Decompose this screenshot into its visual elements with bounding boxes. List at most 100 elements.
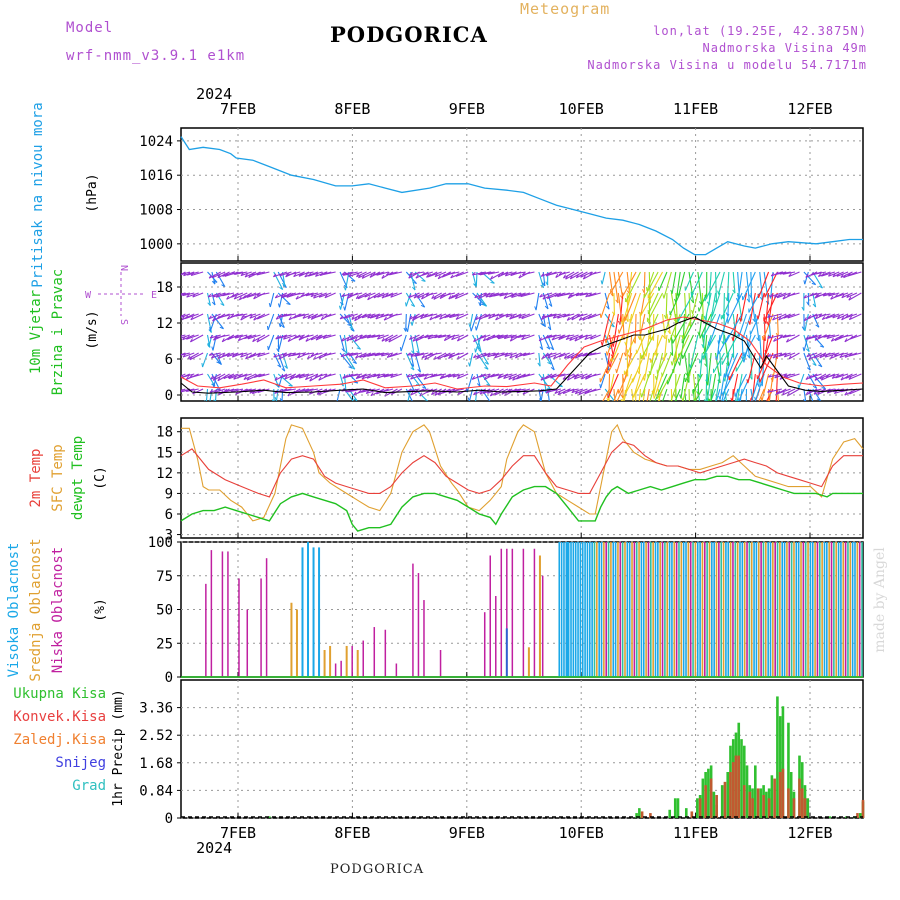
wind-vector (640, 334, 655, 360)
overcast-cloud-bar (642, 542, 645, 677)
wind-vector-head (447, 271, 452, 275)
wind-vector-head (834, 337, 838, 341)
wind-vector (704, 334, 708, 356)
wind-vector-head (423, 314, 428, 318)
wind-vector (711, 292, 721, 317)
wind-vector (587, 373, 601, 378)
total-precip-bar (745, 765, 749, 818)
wind-vector (267, 313, 275, 331)
wind-vector (301, 388, 314, 392)
wind-vector-head (373, 294, 377, 299)
wind-vector (480, 352, 489, 365)
wind-vector (348, 271, 363, 277)
wind-vector-head (211, 346, 214, 351)
wind-vector-head (281, 368, 286, 372)
coordinates-text: lon,lat (19.25E, 42.3875N) (653, 24, 867, 38)
wind-vector-head (732, 289, 736, 294)
wind-vector-head (540, 272, 545, 277)
wind-vector-head (377, 335, 381, 340)
wind-vector-head (482, 304, 487, 307)
wind-vector-head (832, 314, 836, 319)
high-cloud-bar (301, 547, 304, 677)
overcast-cloud-bar (732, 542, 734, 677)
wind-vector (252, 352, 266, 357)
wind-vector (455, 292, 469, 300)
wind-vector (782, 271, 796, 275)
wind-vector (496, 334, 509, 339)
wind-vector-head (209, 334, 214, 339)
mid-cloud-bar (290, 602, 293, 677)
wind-vector-head (451, 336, 455, 340)
wind-vector-head (316, 334, 321, 339)
wind-vector-head (774, 403, 776, 407)
wind-vector (590, 334, 601, 340)
wind-vector-head (412, 337, 416, 342)
y-tick-label: 1024 (139, 134, 173, 150)
wind-vector-head (600, 280, 603, 285)
wind-vector (349, 373, 363, 378)
wind-vector (589, 271, 601, 276)
wind-vector-head (275, 315, 279, 320)
wind-vector (787, 313, 800, 319)
overcast-cloud-bar (624, 542, 626, 677)
overcast-cloud-bar (675, 542, 678, 677)
wind-vector-head (610, 292, 614, 297)
low-cloud-bar (483, 612, 486, 677)
wind-vector-head (620, 408, 621, 412)
wind-vector (419, 373, 433, 378)
wind-vector-head (724, 373, 726, 378)
wind-vector-head (821, 386, 826, 390)
wind-vector-head (504, 353, 509, 357)
wind-vector-head (341, 348, 345, 352)
wind-vector (848, 373, 862, 380)
wind-vector-head (708, 398, 711, 401)
wind-vector-head (300, 335, 304, 339)
wind-vector-head (274, 396, 277, 401)
wind-vector-head (184, 315, 189, 319)
wind-vector-head (731, 354, 735, 359)
wind-vector-head (471, 375, 476, 380)
wind-vector-head (770, 272, 775, 277)
wind-vector-head (821, 316, 826, 320)
wind-vector (688, 388, 690, 401)
overcast-cloud-bar (788, 542, 791, 677)
wind-vector (847, 271, 862, 277)
overcast-cloud-bar (727, 542, 730, 677)
wind-vector (409, 334, 420, 340)
wind-vector-head (512, 388, 517, 392)
wind-vector-head (585, 375, 589, 380)
y-tick-label: 75 (156, 569, 173, 585)
wind-vector-head (271, 399, 274, 401)
y-tick-label: 6 (165, 507, 173, 523)
overcast-cloud-bar (748, 542, 751, 677)
wind-vector-head (662, 294, 665, 299)
overcast-cloud-bar (652, 542, 654, 677)
wind-vector (558, 373, 570, 378)
wind-vector-head (815, 324, 820, 328)
t2m-line (180, 441, 863, 498)
wind-vector-head (551, 336, 556, 341)
wind-vector (710, 373, 717, 401)
y-tick-label: 0 (165, 388, 173, 404)
low-cloud-bar (541, 575, 544, 677)
wind-vector-head (721, 340, 725, 345)
wind-vector (471, 373, 487, 380)
wind-vector (222, 271, 235, 277)
wind-vector (300, 334, 314, 339)
wind-vector-head (313, 294, 317, 299)
wind-vector-head (508, 375, 512, 380)
wind-vector-head (439, 315, 443, 320)
wind-vector (344, 313, 358, 319)
overcast-cloud-bar (804, 542, 807, 677)
wind-vector (324, 373, 336, 378)
wind-vector (606, 334, 615, 356)
wind-vector (816, 292, 831, 297)
wind-vector (234, 271, 248, 275)
wind-vector-head (688, 363, 692, 369)
wind-vector-head (510, 272, 514, 276)
wind-vector (718, 334, 730, 355)
wind-vector-head (566, 316, 570, 321)
wind-vector (235, 313, 248, 317)
wind-vector (703, 334, 712, 360)
